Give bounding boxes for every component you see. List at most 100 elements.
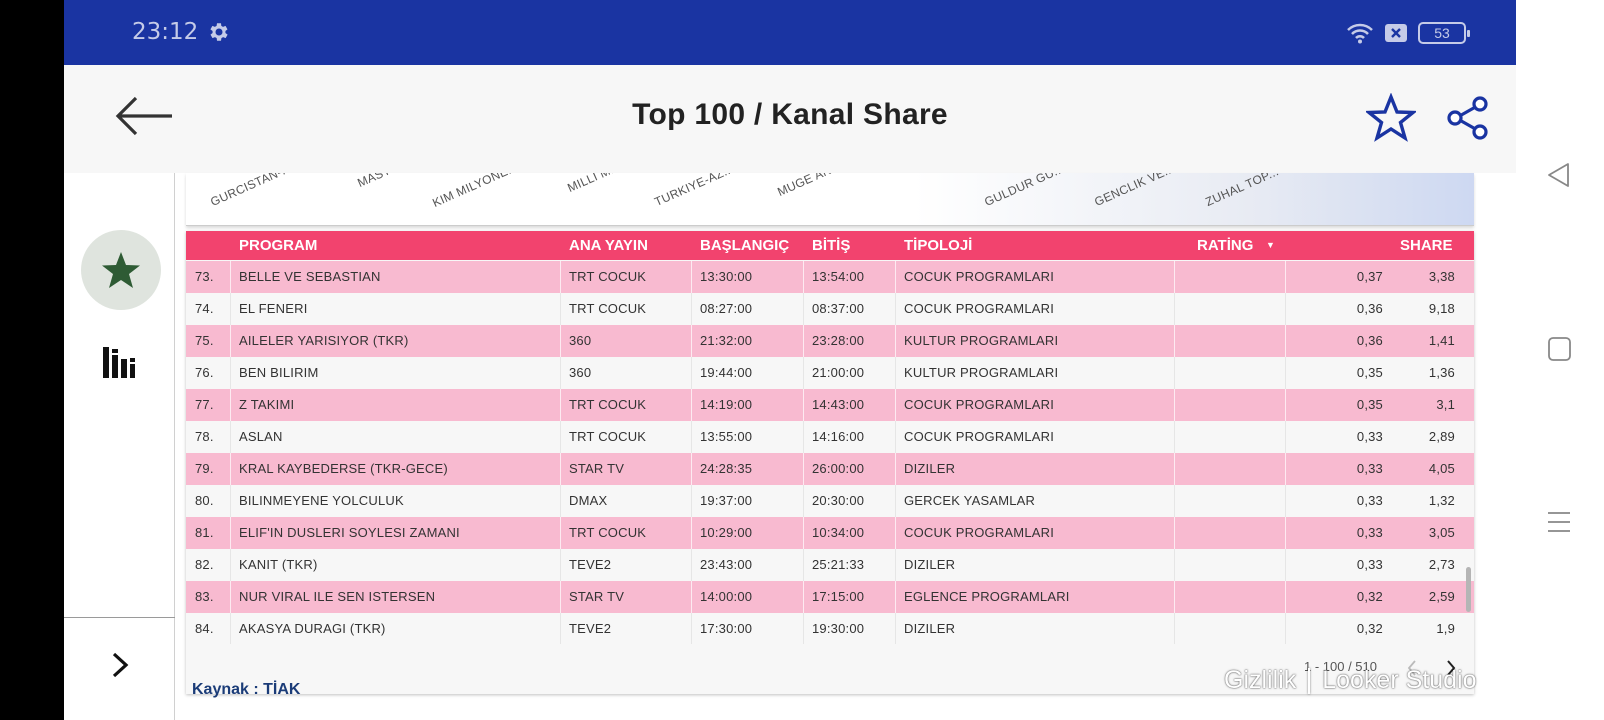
cell-no: 78.	[195, 429, 214, 444]
column-divider	[560, 581, 561, 613]
table-row[interactable]: 74. EL FENERI TRT COCUK 08:27:00 08:37:00 COC…	[186, 293, 1474, 325]
column-divider	[1285, 389, 1286, 421]
cell-tipoloji: COCUK PROGRAMLARI	[904, 429, 1055, 444]
table-row[interactable]: 84. AKASYA DURAGI (TKR) TEVE2 17:30:00 19:30…	[186, 613, 1474, 644]
header-rating[interactable]: RATİNG	[1197, 237, 1254, 254]
table-row[interactable]: 75. AILELER YARISIYOR (TKR) 360 21:32:00 23:…	[186, 325, 1474, 357]
table-pager: 1 - 100 / 510	[186, 649, 1474, 694]
nav-favorites-button[interactable]	[81, 230, 161, 310]
top100-table: PROGRAM ANA YAYIN BAŞLANGIÇ BİTİŞ TİPOLO…	[186, 231, 1474, 694]
column-divider	[895, 261, 896, 293]
table-scrollbar-thumb[interactable]	[1466, 567, 1471, 612]
column-divider	[230, 357, 231, 389]
table-row[interactable]: 76. BEN BILIRIM 360 19:44:00 21:00:00 KULTUR …	[186, 357, 1474, 389]
header-ana-yayin[interactable]: ANA YAYIN	[569, 237, 648, 254]
column-divider	[1174, 421, 1175, 453]
cell-bitis: 21:00:00	[812, 365, 865, 380]
chart-x-label: KIM MILYONE...	[430, 173, 521, 210]
chevron-left-icon[interactable]	[1405, 658, 1419, 678]
chevron-right-icon[interactable]	[108, 650, 132, 680]
header-baslangic[interactable]: BAŞLANGIÇ	[700, 237, 790, 254]
header-program[interactable]: PROGRAM	[239, 237, 318, 254]
star-icon	[102, 252, 140, 288]
cell-program: Z TAKIMI	[239, 397, 295, 412]
column-divider	[803, 613, 804, 644]
cell-tipoloji: COCUK PROGRAMLARI	[904, 525, 1055, 540]
system-nav-bar	[1516, 0, 1604, 720]
cell-tipoloji: KULTUR PROGRAMLARI	[904, 333, 1059, 348]
column-divider	[895, 357, 896, 389]
cell-no: 80.	[195, 493, 214, 508]
column-divider	[230, 453, 231, 485]
cell-program: BEN BILIRIM	[239, 365, 319, 380]
cell-ana-yayin: TRT COCUK	[569, 397, 647, 412]
column-divider	[230, 421, 231, 453]
cell-no: 77.	[195, 397, 214, 412]
header-share[interactable]: SHARE	[1400, 237, 1453, 254]
recents-menu-icon[interactable]	[1544, 507, 1574, 537]
table-row[interactable]: 78. ASLAN TRT COCUK 13:55:00 14:16:00 COCUK P…	[186, 421, 1474, 453]
cell-baslangic: 21:32:00	[700, 333, 753, 348]
table-row[interactable]: 73. BELLE VE SEBASTIAN TRT COCUK 13:30:00 13…	[186, 261, 1474, 293]
chart-x-label: MUGE AN...	[775, 173, 844, 199]
table-row[interactable]: 81. ELIF'IN DUSLERI SOYLESI ZAMANI TRT COC…	[186, 517, 1474, 549]
back-arrow-icon[interactable]	[114, 95, 176, 137]
column-divider	[691, 517, 692, 549]
cell-share: 1,41	[1428, 333, 1455, 348]
cell-no: 82.	[195, 557, 214, 572]
back-triangle-icon[interactable]	[1544, 160, 1574, 190]
table-row[interactable]: 80. BILINMEYENE YOLCULUK DMAX 19:37:00 20:30…	[186, 485, 1474, 517]
cell-baslangic: 23:43:00	[700, 557, 753, 572]
cell-no: 84.	[195, 621, 214, 636]
column-divider	[803, 453, 804, 485]
cell-baslangic: 13:55:00	[700, 429, 753, 444]
cell-rating: 0,33	[1356, 525, 1383, 540]
column-divider	[1285, 357, 1286, 389]
cell-baslangic: 10:29:00	[700, 525, 753, 540]
header-tipoloji[interactable]: TİPOLOJİ	[904, 237, 973, 254]
cell-no: 74.	[195, 301, 214, 316]
table-row[interactable]: 77. Z TAKIMI TRT COCUK 14:19:00 14:43:00 COCU…	[186, 389, 1474, 421]
cell-tipoloji: COCUK PROGRAMLARI	[904, 301, 1055, 316]
bar-chart-icon[interactable]	[102, 345, 136, 379]
cell-ana-yayin: TEVE2	[569, 621, 612, 636]
column-divider	[803, 325, 804, 357]
column-divider	[803, 517, 804, 549]
star-outline-icon[interactable]	[1366, 93, 1416, 143]
cell-bitis: 17:15:00	[812, 589, 865, 604]
column-divider	[803, 357, 804, 389]
column-divider	[691, 485, 692, 517]
home-square-icon[interactable]	[1544, 334, 1574, 364]
app-bar: Top 100 / Kanal Share	[64, 65, 1516, 173]
looker-studio-link[interactable]: Looker Studio	[1322, 666, 1477, 694]
share-icon[interactable]	[1446, 95, 1490, 141]
column-divider	[560, 261, 561, 293]
cell-share: 1,9	[1436, 621, 1455, 636]
column-divider	[895, 453, 896, 485]
cell-no: 83.	[195, 589, 214, 604]
cell-rating: 0,33	[1356, 461, 1383, 476]
column-divider	[1174, 485, 1175, 517]
cell-ana-yayin: STAR TV	[569, 461, 625, 476]
cell-bitis: 26:00:00	[812, 461, 865, 476]
column-divider	[895, 485, 896, 517]
column-divider	[560, 389, 561, 421]
chevron-right-icon[interactable]	[1444, 658, 1458, 678]
table-row[interactable]: 82. KANIT (TKR) TEVE2 23:43:00 25:21:33 DIZIL…	[186, 549, 1474, 581]
looker-watermark: Gizlilik Looker Studio	[1224, 666, 1477, 695]
column-divider	[1174, 389, 1175, 421]
table-row[interactable]: 79. KRAL KAYBEDERSE (TKR-GECE) STAR TV 24:2…	[186, 453, 1474, 485]
header-bitis[interactable]: BİTİŞ	[812, 237, 851, 254]
battery-icon: 53	[1418, 22, 1470, 44]
privacy-link[interactable]: Gizlilik	[1224, 666, 1297, 694]
sort-desc-icon[interactable]: ▼	[1266, 240, 1275, 250]
cell-ana-yayin: TEVE2	[569, 557, 612, 572]
cell-program: AKASYA DURAGI (TKR)	[239, 621, 386, 636]
cell-bitis: 08:37:00	[812, 301, 865, 316]
column-divider	[895, 517, 896, 549]
cell-program: ASLAN	[239, 429, 283, 444]
app-screen: 23:12 53 Top 100 / Kanal Share	[64, 0, 1516, 720]
table-row[interactable]: 83. NUR VIRAL ILE SEN ISTERSEN STAR TV 14:0…	[186, 581, 1474, 613]
column-divider	[1174, 517, 1175, 549]
column-divider	[560, 517, 561, 549]
